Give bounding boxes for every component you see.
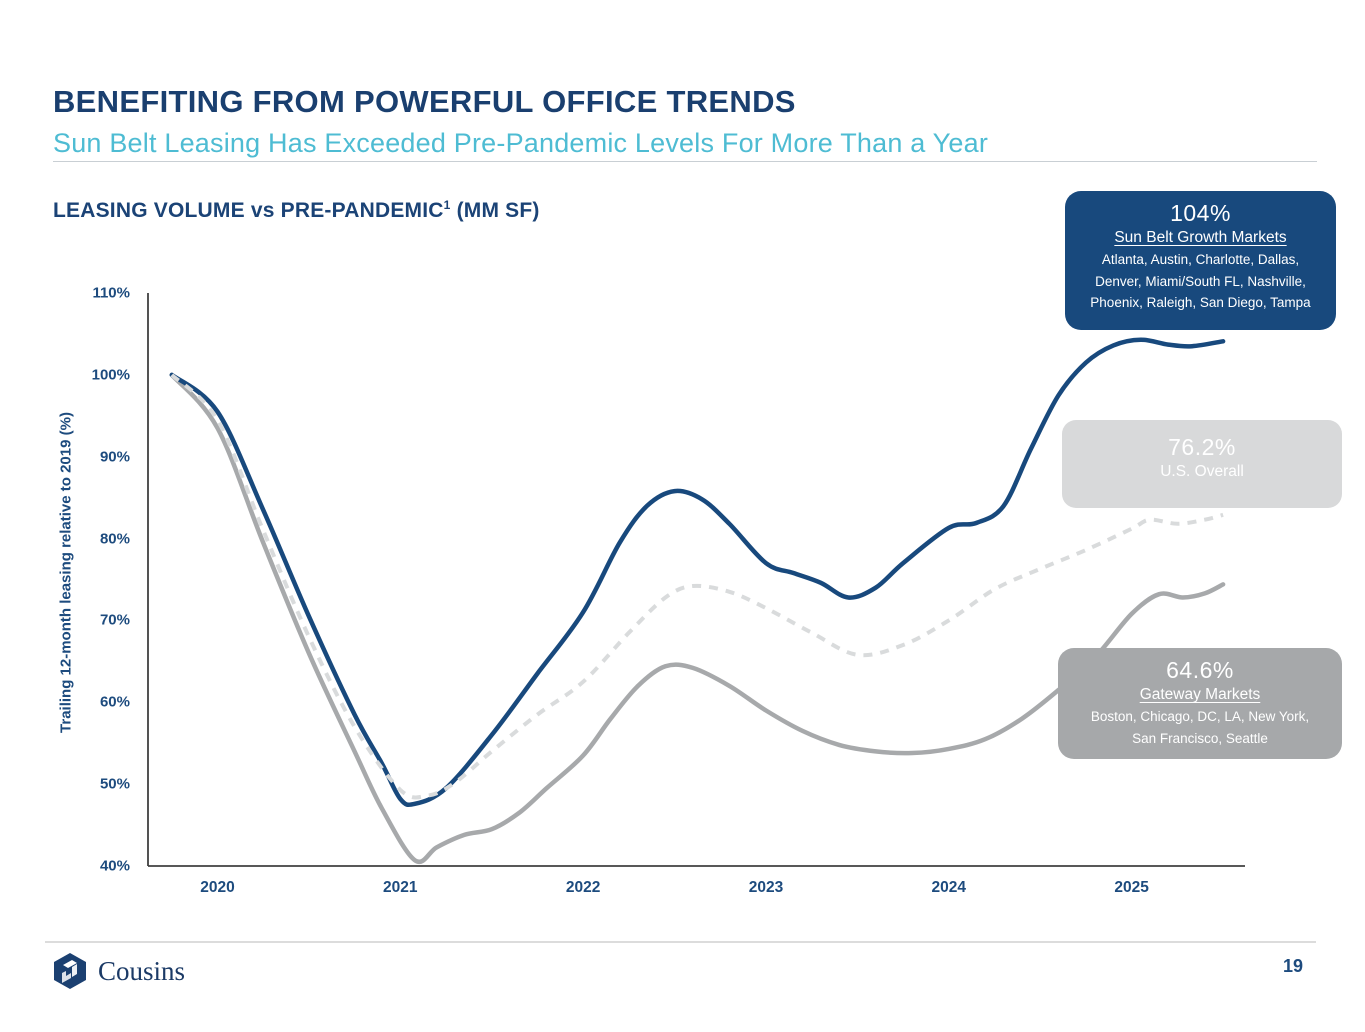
footer-divider [45,941,1316,943]
gateway-label: Gateway Markets [1139,686,1261,703]
chart-title-main: LEASING VOLUME vs PRE-PANDEMIC [53,199,444,222]
page-number: 19 [1282,956,1303,976]
brand-name: Cousins [98,955,186,986]
brand-logo: Cousins [50,951,185,991]
y-tick-label: 90% [99,448,130,466]
x-tick-label: 2024 [931,879,967,896]
chart-title-footnote-marker: 1 [443,198,451,212]
x-tick-label: 2020 [200,879,235,896]
sun-belt-label: Sun Belt Growth Markets [1114,229,1287,246]
y-tick-label: 70% [99,611,130,629]
x-tick-label: 2025 [1114,879,1149,896]
cousins-hexagon-icon [54,953,86,989]
gateway-market-line: Boston, Chicago, DC, LA, New York, [1090,709,1310,724]
us-overall-label: U.S. Overall [1160,463,1244,480]
chart-title: LEASING VOLUME vs PRE-PANDEMIC1 (MM SF) [53,198,540,223]
us-overall-value: 76.2% [1168,434,1236,460]
page-subtitle: Sun Belt Leasing Has Exceeded Pre-Pandem… [53,128,989,158]
callout-gateway-markets: 64.6% Gateway Markets Boston, Chicago, D… [1058,648,1342,759]
callout-us-overall: 76.2% U.S. Overall [1062,420,1342,508]
y-tick-label: 40% [99,857,130,875]
x-tick-label: 2023 [748,879,784,896]
sun-belt-value: 104% [1170,200,1231,226]
gateway-market-line: San Francisco, Seattle [1132,730,1268,746]
header-divider [53,161,1317,162]
chart-title-suffix: (MM SF) [450,199,540,222]
sun-belt-market-line: Phoenix, Raleigh, San Diego, Tampa [1090,295,1311,311]
sun-belt-market-line: Denver, Miami/South FL, Nashville, [1095,273,1306,289]
callout-sun-belt-growth-markets: 104% Sun Belt Growth Markets Atlanta, Au… [1065,191,1336,330]
y-tick-label: 50% [99,775,130,793]
page-title: BENEFITING FROM POWERFUL OFFICE TRENDS [53,84,796,119]
sun-belt-market-line: Atlanta, Austin, Charlotte, Dallas, [1101,252,1300,267]
y-tick-label: 60% [99,693,130,711]
gateway-value: 64.6% [1166,657,1234,683]
gateway-market-list: Boston, Chicago, DC, LA, New York, San F… [1058,706,1342,749]
series-line-sun-belt-growth-markets [169,337,1226,808]
y-tick-label: 110% [92,284,130,302]
y-axis-title: Trailing 12-month leasing relative to 20… [57,412,75,733]
sun-belt-market-list: Atlanta, Austin, Charlotte, Dallas, Denv… [1065,249,1336,314]
x-tick-label: 2022 [565,879,601,896]
y-tick-label: 100% [91,366,130,384]
series-line-u-s-overall [170,373,1224,800]
y-tick-label: 80% [99,530,130,548]
x-tick-label: 2021 [383,879,418,896]
